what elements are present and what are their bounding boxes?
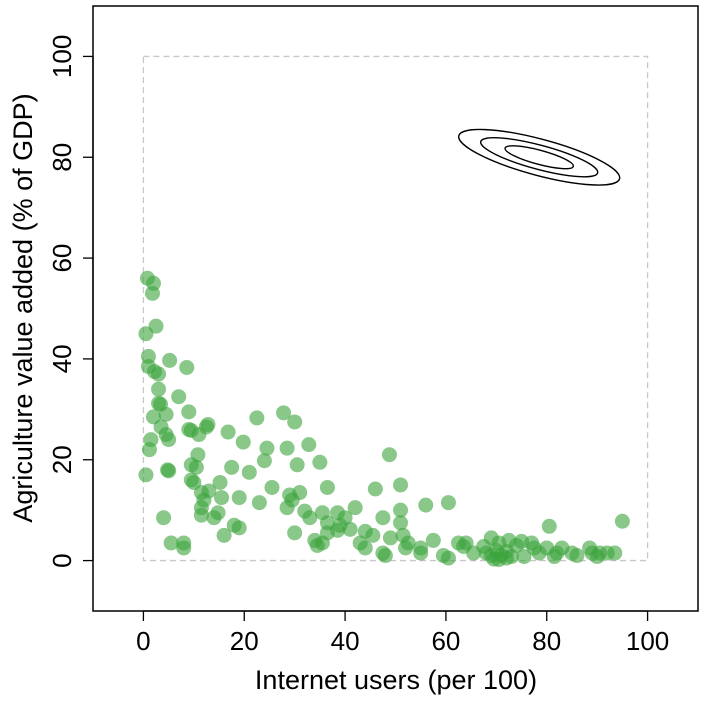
data-point [440,550,456,566]
data-point [541,518,557,534]
data-point [171,389,187,405]
data-point [151,381,167,397]
data-point [249,410,265,426]
data-point [176,540,192,556]
x-tick-label: 60 [431,626,460,656]
x-axis: 0 20 40 60 80 100 [136,610,669,656]
data-point [589,549,605,565]
data-point [151,366,167,382]
data-point [188,459,204,475]
data-point [235,434,251,450]
data-point [614,513,630,529]
data-point [251,495,267,511]
data-point [398,540,414,556]
data-point [279,440,295,456]
data-point [393,515,409,531]
data-point [342,521,358,537]
y-axis: 0 20 40 60 80 100 [47,35,94,568]
data-point [214,490,230,506]
x-tick-label: 20 [230,626,259,656]
data-point [367,481,383,497]
data-point [393,502,409,518]
data-point [375,510,391,526]
data-point [161,432,177,448]
data-point [498,550,514,566]
data-point [241,464,257,480]
data-point [216,527,232,543]
data-point [309,537,325,553]
data-point [138,326,154,342]
data-point [212,474,228,490]
data-point [301,437,317,453]
contour-level [479,137,599,178]
data-point [181,404,197,420]
data-point [191,427,207,443]
data-points-layer [138,270,630,568]
data-point [276,405,292,421]
y-tick-label: 40 [47,344,77,373]
data-point [287,414,303,430]
data-point [418,497,434,513]
data-point [141,442,157,458]
x-tick-label: 40 [331,626,360,656]
data-point [347,500,363,516]
data-point [357,540,373,556]
x-tick-label: 0 [136,626,150,656]
reference-box-layer [142,55,649,562]
data-point [259,440,275,456]
data-point [531,545,547,561]
data-point [425,532,441,548]
data-point [607,545,623,561]
x-axis-title: Internet users (per 100) [255,665,537,695]
contour-level [504,145,575,170]
data-point [382,530,398,546]
data-point [302,510,318,526]
data-point [279,500,295,516]
data-point [220,424,236,440]
data-point [193,507,209,523]
y-tick-label: 80 [47,143,77,172]
x-tick-label: 100 [626,626,669,656]
data-point [163,535,179,551]
y-tick-label: 20 [47,445,77,474]
data-point [312,454,328,470]
data-point [231,520,247,536]
data-point [256,453,272,469]
data-point [144,285,160,301]
reference-box [142,55,649,562]
data-point [287,525,303,541]
data-point [381,447,397,463]
y-tick-label: 0 [47,553,77,567]
data-point [138,467,154,483]
data-point [393,477,409,493]
data-point [162,352,178,368]
density-contour-layer [457,128,621,186]
data-point [264,479,280,495]
data-point [289,457,305,473]
data-point [365,527,381,543]
data-point [224,459,240,475]
y-tick-label: 100 [47,35,77,78]
contour-level [457,128,621,186]
data-point [161,463,177,479]
data-point [231,490,247,506]
data-point [516,549,532,565]
data-point [179,359,195,375]
data-point [206,510,222,526]
data-point [158,406,174,422]
x-tick-label: 80 [532,626,561,656]
data-point [546,549,562,565]
data-point [466,545,482,561]
data-point [569,548,585,564]
data-point [413,545,429,561]
data-point [156,510,172,526]
data-point [440,495,456,511]
y-tick-label: 60 [47,244,77,273]
data-point [319,479,335,495]
y-axis-title: Agriculture value added (% of GDP) [8,93,38,522]
data-point [377,548,393,564]
